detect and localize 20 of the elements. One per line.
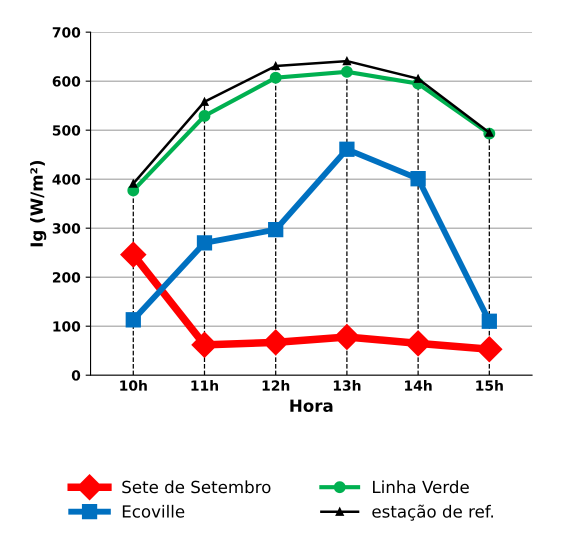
x-tick-label: 15h bbox=[476, 380, 503, 391]
legend-label: estação de ref. bbox=[372, 504, 493, 521]
legend-label: Ecoville bbox=[122, 504, 184, 518]
x-tick-label: 14h bbox=[405, 380, 432, 391]
y-tick-label: 500 bbox=[52, 125, 80, 136]
legend-label: Linha Verde bbox=[373, 480, 469, 494]
x-tick-label: 13h bbox=[334, 380, 360, 391]
y-tick-label: 400 bbox=[52, 174, 80, 185]
y-tick-label: 200 bbox=[52, 272, 80, 283]
y-tick-label: 600 bbox=[52, 76, 80, 87]
x-tick-label: 10h bbox=[120, 380, 147, 391]
x-axis-title: Hora bbox=[290, 400, 332, 412]
y-tick-label: 0 bbox=[72, 370, 80, 381]
x-tick-label: 11h bbox=[191, 380, 218, 391]
y-tick-label: 100 bbox=[53, 321, 80, 332]
y-tick-label: 700 bbox=[52, 27, 80, 38]
x-tick-label: 12h bbox=[262, 380, 290, 391]
legend-label: Sete de Setembro bbox=[122, 480, 270, 494]
y-axis-title: Ig (W/m²) bbox=[30, 160, 46, 246]
y-tick-label: 300 bbox=[52, 223, 80, 234]
